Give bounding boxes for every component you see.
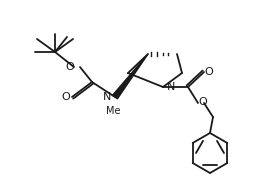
Text: O: O bbox=[65, 62, 74, 72]
Text: O: O bbox=[205, 67, 213, 77]
Text: N: N bbox=[167, 82, 175, 92]
Polygon shape bbox=[113, 54, 148, 99]
Text: O: O bbox=[62, 92, 70, 102]
Text: Me: Me bbox=[106, 106, 120, 116]
Text: N: N bbox=[103, 92, 111, 102]
Text: O: O bbox=[199, 97, 207, 107]
